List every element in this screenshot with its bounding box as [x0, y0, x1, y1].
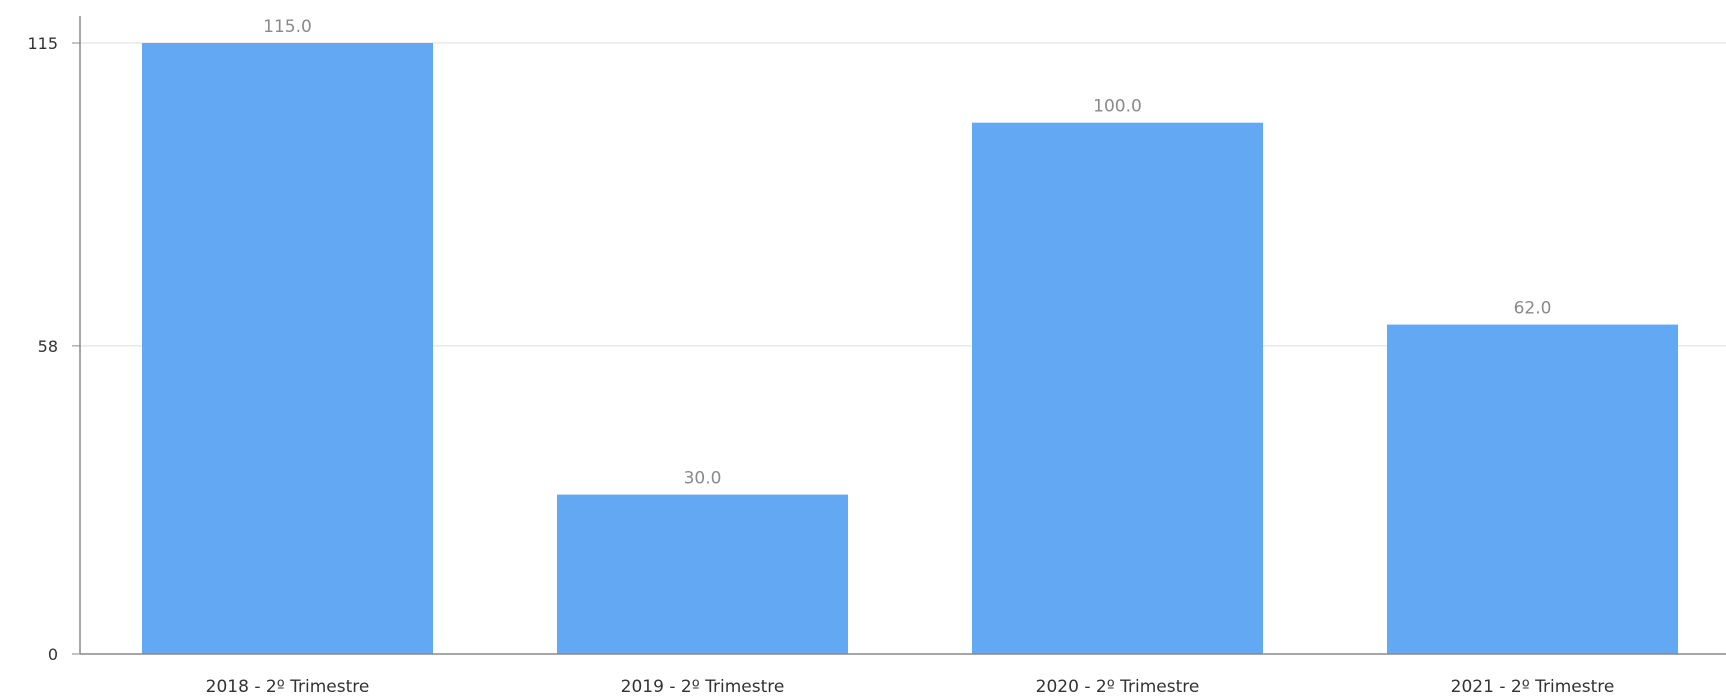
y-axis-ticks: 0 58 115: [27, 34, 80, 664]
y-tick-label: 115: [27, 34, 58, 53]
x-tick-label: 2018 - 2º Trimestre: [206, 677, 370, 697]
x-tick-label: 2021 - 2º Trimestre: [1451, 677, 1615, 697]
data-label: 62.0: [1514, 299, 1552, 319]
y-tick-label: 58: [38, 337, 58, 356]
data-label: 115.0: [263, 17, 312, 37]
x-tick-label: 2020 - 2º Trimestre: [1036, 677, 1200, 697]
bar: [142, 43, 433, 654]
x-tick-label: 2019 - 2º Trimestre: [621, 677, 785, 697]
axes: [79, 16, 1726, 655]
bar: [972, 122, 1263, 654]
data-label: 100.0: [1093, 97, 1142, 117]
bars: [142, 43, 1678, 654]
bar: [557, 494, 848, 654]
x-axis-ticks: 2018 - 2º Trimestre 2019 - 2º Trimestre 20…: [206, 677, 1615, 697]
y-tick-label: 0: [48, 645, 58, 664]
bar: [1387, 324, 1678, 654]
data-label: 30.0: [684, 469, 722, 489]
data-labels: 115.0 30.0 100.0 62.0: [263, 17, 1551, 489]
